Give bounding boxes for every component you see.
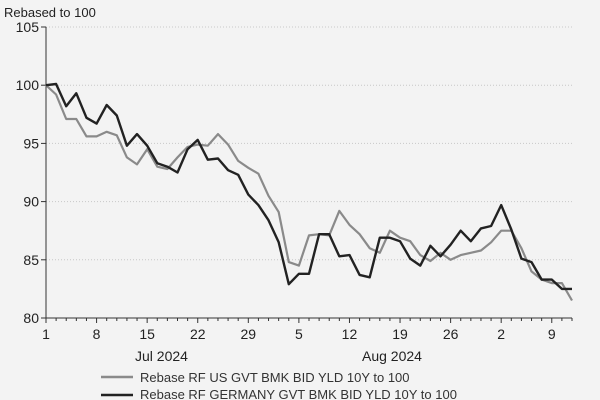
x-tick-label: 1 [42,326,50,342]
legend-label-us: Rebase RF US GVT BMK BID YLD 10Y to 100 [140,370,410,385]
x-tick-label: 19 [392,326,408,342]
y-tick-label: 95 [23,135,39,151]
x-tick-label: 22 [190,326,206,342]
series-layer [45,82,573,302]
series-line-us [45,84,573,302]
x-tick-label: 5 [295,326,303,342]
grid-layer [46,26,572,261]
y-tick-label: 100 [16,77,40,93]
y-ticks: 80 85 90 95 100 105 [16,19,46,326]
x-ticks: 1 8 15 22 29 5 12 19 26 2 9 [42,318,573,342]
y-axis-title: Rebased to 100 [4,5,96,20]
x-tick-label: 8 [93,326,101,342]
x-tick-label: 29 [241,326,257,342]
legend: Rebase RF US GVT BMK BID YLD 10Y to 100 … [101,370,457,400]
x-tick-label: 2 [497,326,505,342]
y-tick-label: 105 [16,19,40,35]
month-label-jul: Jul 2024 [135,348,188,364]
y-tick-label: 90 [23,194,39,210]
legend-label-germany: Rebase RF GERMANY GVT BMK BID YLD 10Y to… [140,387,457,400]
y-tick-label: 85 [23,252,39,268]
x-tick-label: 15 [139,326,155,342]
month-label-aug: Aug 2024 [362,348,422,364]
y-tick-label: 80 [23,310,39,326]
x-tick-label: 9 [548,326,556,342]
x-tick-label: 26 [443,326,459,342]
x-tick-label: 12 [342,326,358,342]
series-line-germany [45,82,572,291]
